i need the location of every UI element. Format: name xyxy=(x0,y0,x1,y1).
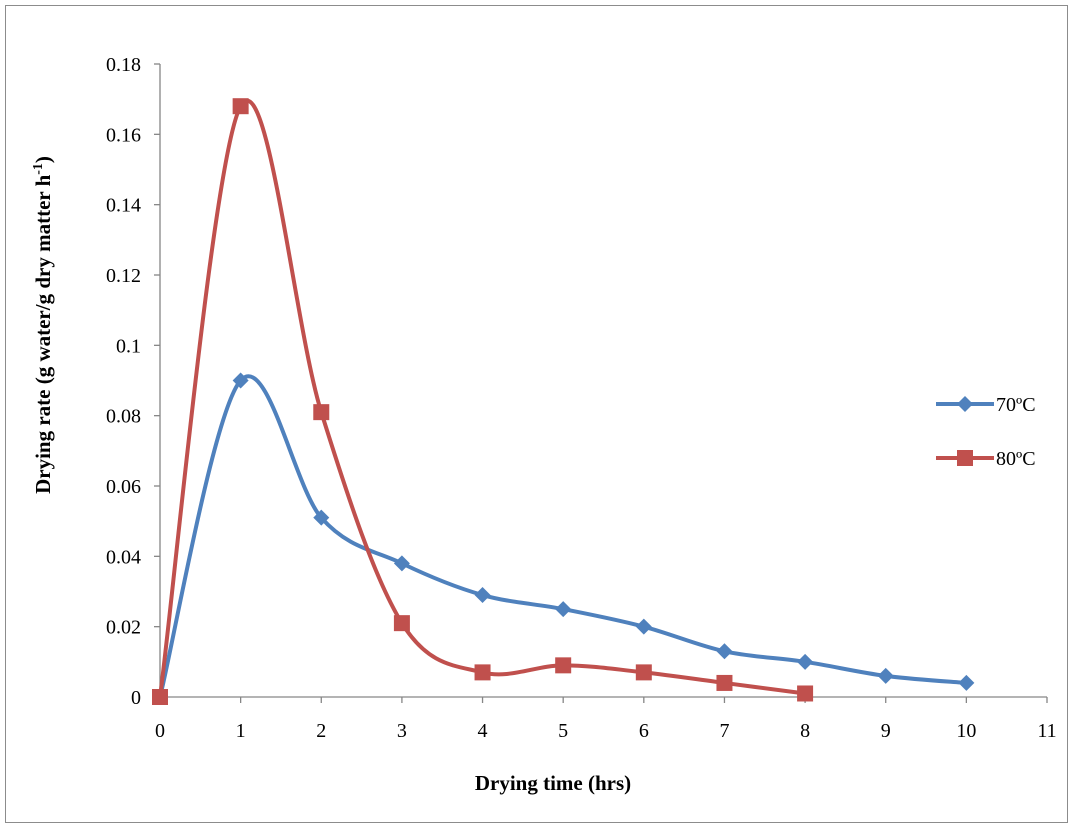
y-tick-label: 0.08 xyxy=(106,406,141,428)
y-tick-label: 0.12 xyxy=(106,265,141,287)
data-point xyxy=(635,618,652,635)
x-tick-label: 7 xyxy=(719,720,729,742)
data-point xyxy=(555,657,572,674)
y-axis-title: Drying rate (g water/g dry matter h-1) xyxy=(31,156,55,494)
x-tick-label: 5 xyxy=(558,720,568,742)
x-ticks: 0 1 2 3 4 5 6 7 8 9 10 11 xyxy=(155,697,1057,742)
y-ticks: 0 0.02 0.04 0.06 0.08 0.1 0.12 0.14 0.16 0.18 xyxy=(106,54,160,709)
x-tick-label: 6 xyxy=(639,720,649,742)
series-layer xyxy=(152,98,975,705)
legend-item: 80ºC xyxy=(936,448,1036,470)
data-point xyxy=(313,404,330,421)
data-point xyxy=(232,98,249,115)
x-tick-label: 0 xyxy=(155,720,165,742)
y-tick-label: 0.04 xyxy=(106,546,141,568)
data-point xyxy=(958,674,975,691)
chart-frame xyxy=(5,5,1068,823)
series-line xyxy=(158,374,969,699)
data-point xyxy=(152,689,168,705)
y-tick-label: 0.14 xyxy=(106,195,141,217)
legend-label: 70ºC xyxy=(996,394,1036,416)
legend: 70ºC 80ºC xyxy=(936,394,1036,470)
x-tick-label: 9 xyxy=(881,720,891,742)
x-tick-label: 11 xyxy=(1037,720,1056,742)
legend-item: 70ºC xyxy=(936,394,1036,416)
y-axis-title-suffix: ) xyxy=(31,156,55,163)
data-point xyxy=(716,674,733,691)
data-point xyxy=(877,667,894,684)
data-point xyxy=(716,643,733,660)
y-tick-label: 0.16 xyxy=(106,124,141,146)
legend-marker xyxy=(957,396,973,412)
y-tick-label: 0.06 xyxy=(106,476,141,498)
x-tick-label: 2 xyxy=(316,720,326,742)
x-tick-label: 10 xyxy=(956,720,976,742)
data-point xyxy=(555,601,572,618)
x-tick-label: 1 xyxy=(236,720,246,742)
data-point xyxy=(797,685,814,702)
y-tick-label: 0 xyxy=(131,687,141,709)
data-point xyxy=(635,664,652,681)
x-tick-label: 4 xyxy=(478,720,488,742)
legend-marker xyxy=(957,450,973,466)
data-point xyxy=(474,664,491,681)
data-point xyxy=(313,509,330,526)
series-70C xyxy=(152,372,975,705)
y-tick-label: 0.18 xyxy=(106,54,141,76)
x-axis-title: Drying time (hrs) xyxy=(475,771,631,795)
data-point xyxy=(393,615,410,632)
y-tick-label: 0.02 xyxy=(106,617,141,639)
x-tick-label: 3 xyxy=(397,720,407,742)
data-point xyxy=(232,372,249,389)
series-80C xyxy=(152,98,814,705)
series-line xyxy=(158,98,808,699)
data-point xyxy=(393,555,410,572)
x-tick-label: 8 xyxy=(800,720,810,742)
axes xyxy=(159,64,1047,698)
y-axis-title-superscript: -1 xyxy=(31,163,46,175)
y-tick-label: 0.1 xyxy=(116,335,141,357)
legend-label: 80ºC xyxy=(996,448,1036,470)
data-point xyxy=(474,587,491,604)
data-point xyxy=(797,653,814,670)
y-axis-title-main: Drying rate (g water/g dry matter h xyxy=(31,174,55,494)
